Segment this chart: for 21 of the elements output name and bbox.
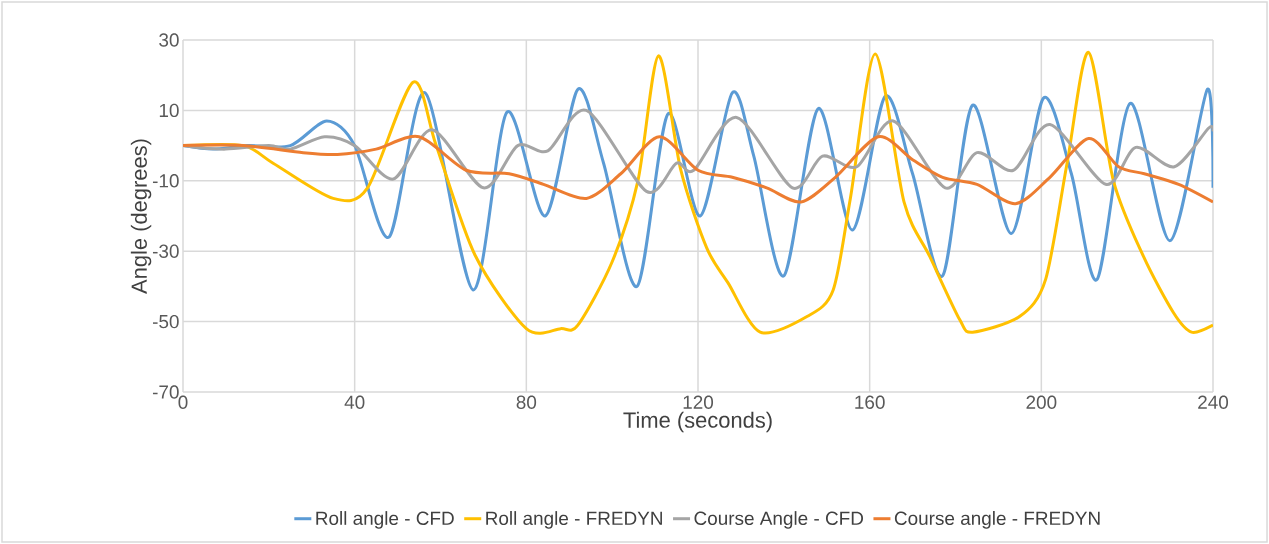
x-tick-label: 120 (683, 395, 714, 409)
y-tick-label: -10 (152, 174, 179, 188)
line-series (183, 134, 1213, 206)
x-tick-label: 200 (1026, 395, 1057, 409)
x-tick-label: 0 (178, 395, 188, 409)
y-tick-label: -70 (152, 385, 179, 399)
legend-label: Course angle - FREDYN (894, 511, 1100, 529)
legend-label: Roll angle - FREDYN (486, 511, 662, 529)
y-tick-label: -50 (152, 314, 179, 329)
legend-label: Roll angle - CFD (316, 511, 454, 529)
x-axis-title: Time (seconds) (623, 411, 772, 433)
x-tick-label: 160 (855, 395, 885, 409)
y-tick-label: 30 (159, 33, 179, 47)
y-tick-label: -30 (152, 244, 179, 258)
legend-label: Course Angle - CFD (694, 511, 864, 529)
line-series (183, 108, 1213, 193)
x-tick-label: 240 (1198, 395, 1229, 409)
x-tick-label: 80 (516, 395, 537, 409)
x-tick-label: 40 (344, 395, 365, 409)
y-axis-title: Angle (degrees) (130, 139, 152, 294)
y-tick-label: 10 (159, 103, 179, 118)
